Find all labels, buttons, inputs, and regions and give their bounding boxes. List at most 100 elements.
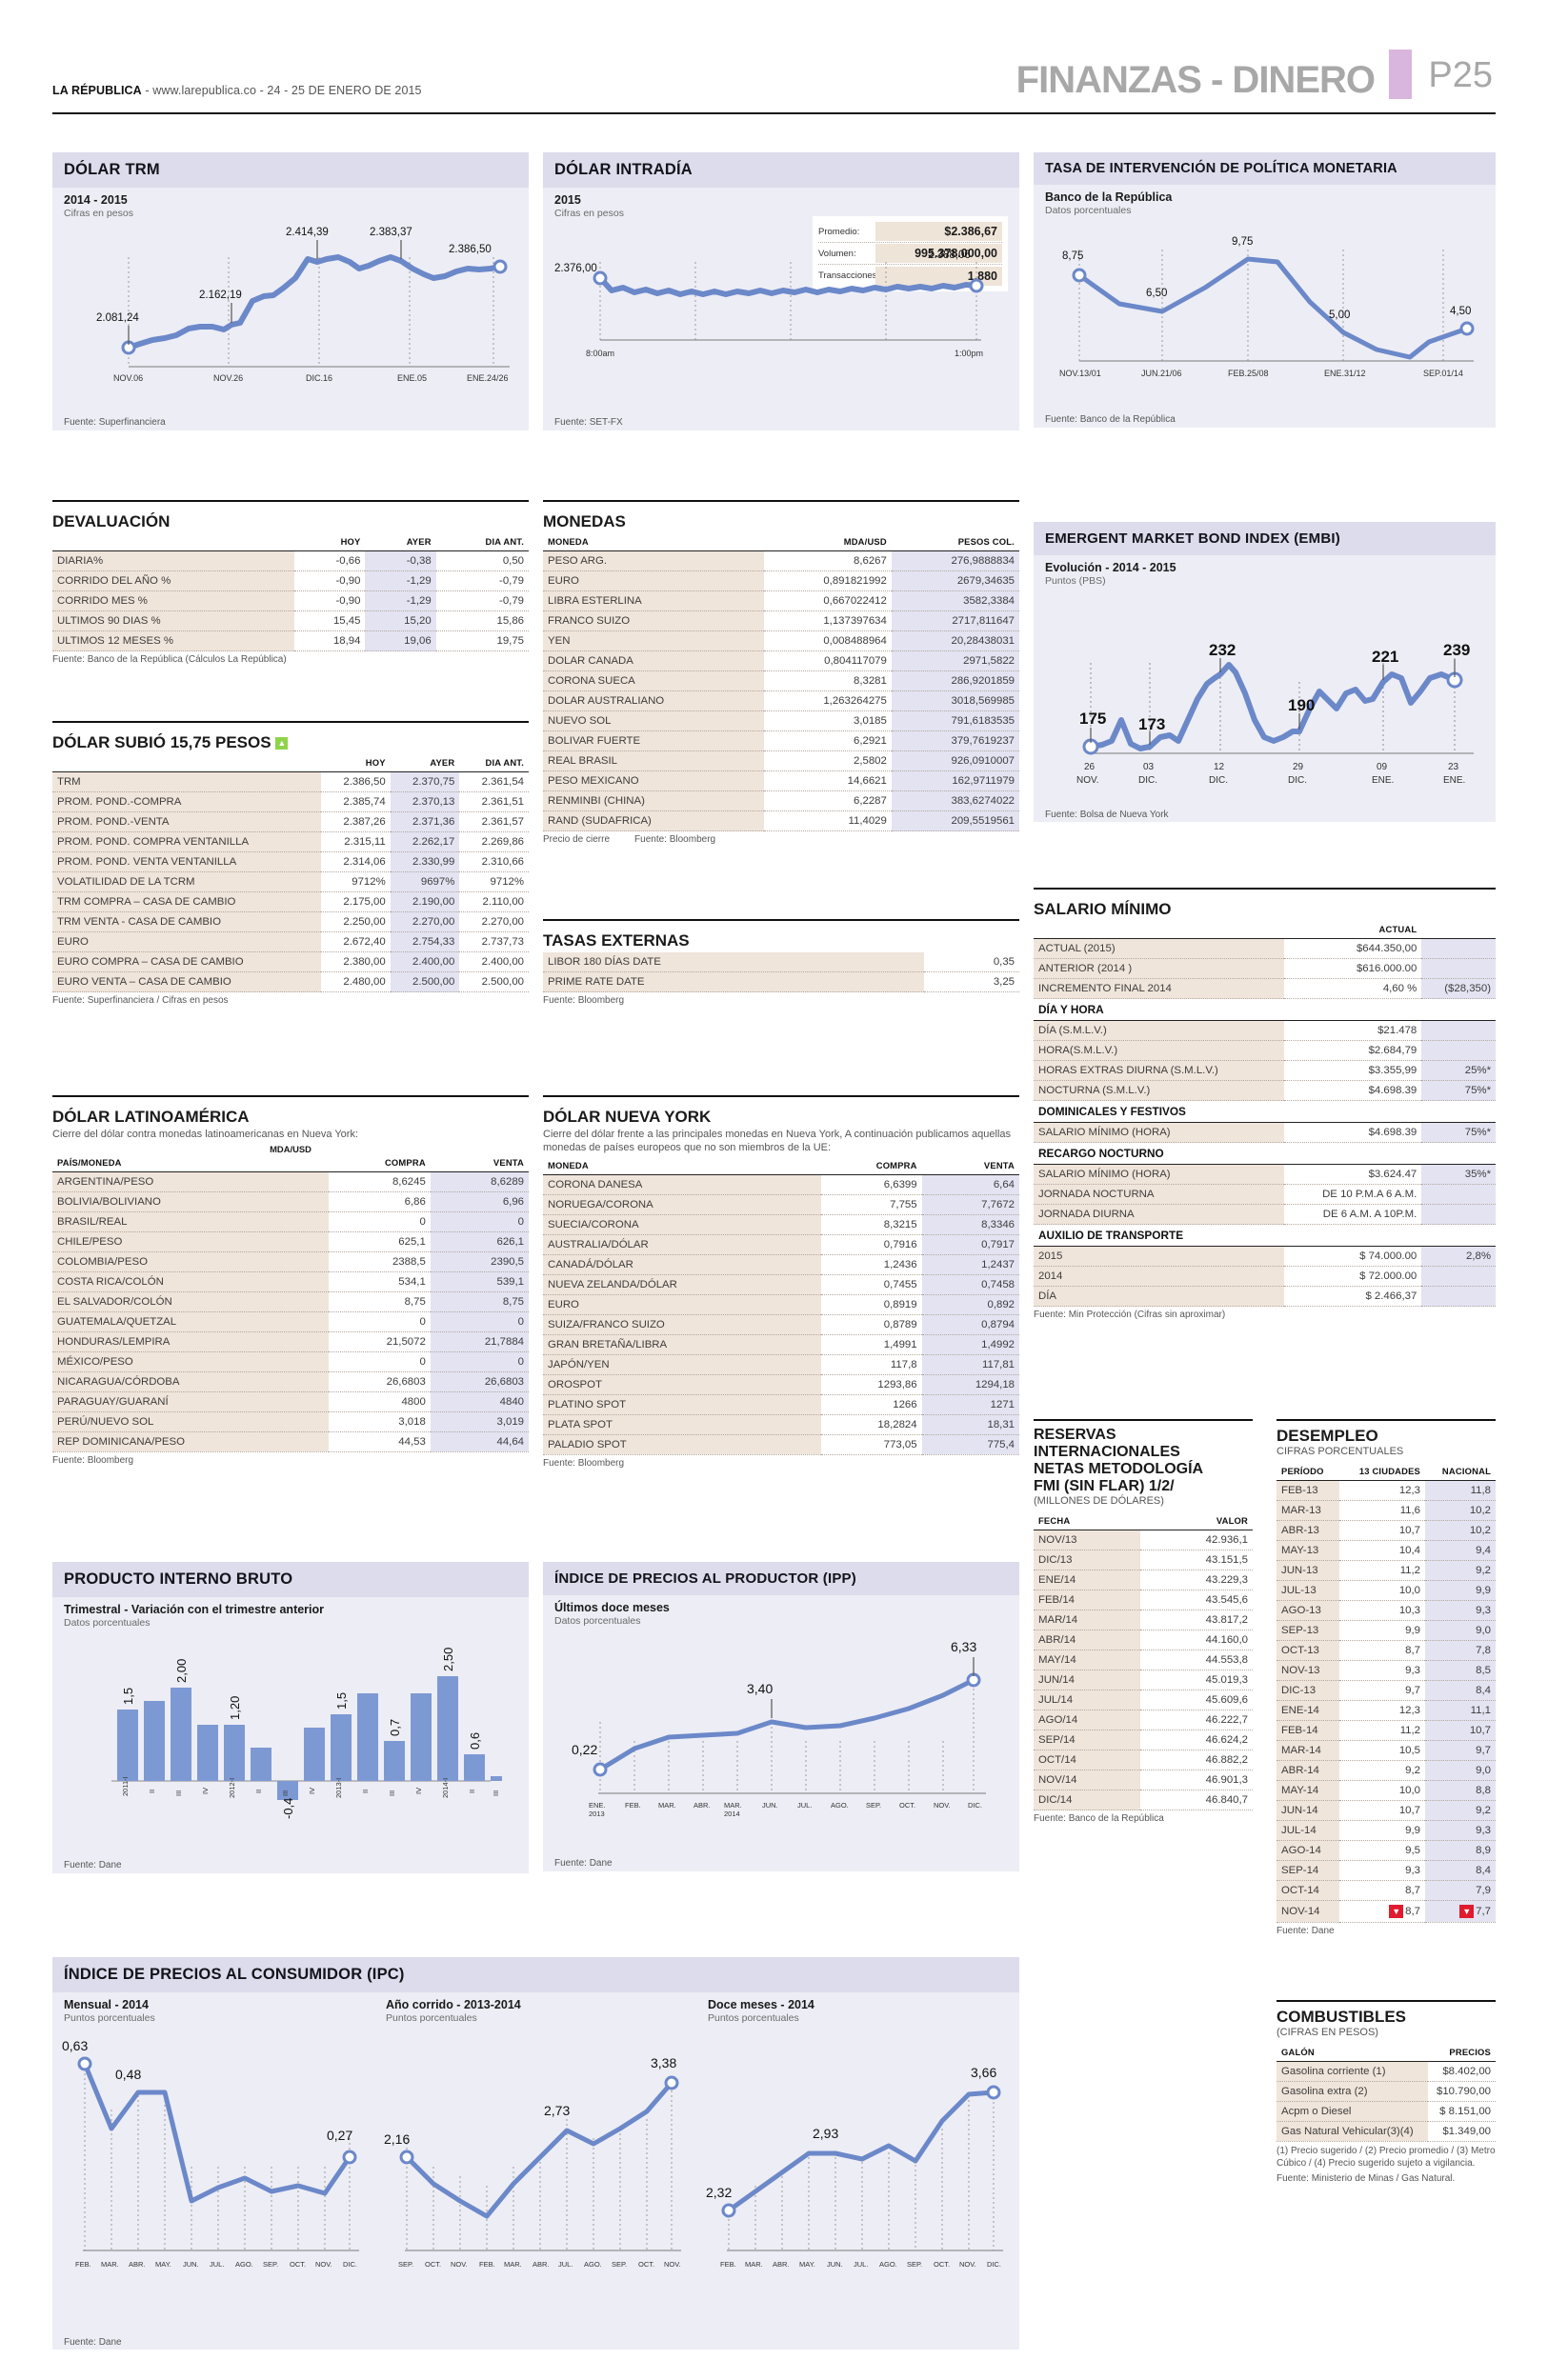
row-label: SALARIO MÍNIMO (HORA) [1034, 1122, 1284, 1143]
table-row: NUEVA ZELANDA/DÓLAR 0,7455 0,7458 [543, 1274, 1019, 1295]
svg-text:173: 173 [1138, 715, 1165, 733]
ipc-anocorrido-title: Año corrido - 2013-2014 [386, 1998, 521, 2011]
dolar-latino-th-2: VENTA [430, 1153, 529, 1172]
row-value: $4.698.39 [1283, 1080, 1422, 1101]
monedas-title: MONEDAS [543, 512, 626, 530]
row-value: 0,50 [435, 550, 529, 571]
row-label: JUL-13 [1277, 1580, 1340, 1601]
svg-text:OCT.: OCT. [934, 2260, 950, 2269]
dolar-ny-th-0: MONEDA [543, 1156, 821, 1175]
row-value: 46.882,2 [1139, 1750, 1253, 1771]
row-value: 0,891821992 [763, 570, 892, 591]
row-label: PLATA SPOT [543, 1414, 821, 1435]
row-value: 2390,5 [430, 1251, 529, 1272]
svg-text:AGO.: AGO. [235, 2260, 253, 2269]
row-label: NUEVA ZELANDA/DÓLAR [543, 1274, 821, 1295]
row-label: NUEVO SOL [543, 710, 764, 731]
row-value: 10,7 [1339, 1800, 1426, 1821]
svg-text:JUL.: JUL. [558, 2260, 573, 2269]
svg-text:2011-I: 2011-I [121, 1776, 130, 1796]
row-value: 8,4 [1425, 1860, 1496, 1881]
row-value: 9,2 [1425, 1560, 1496, 1581]
masthead-rule [52, 112, 1496, 114]
publication-byline: LA RÉPUBLICA - www.larepublica.co - 24 -… [52, 84, 422, 97]
svg-text:DIC.: DIC. [343, 2260, 357, 2269]
row-value: $10.790,00 [1427, 2081, 1496, 2102]
devaluacion-th-0 [52, 533, 295, 551]
table-row: EURO 0,8919 0,892 [543, 1294, 1019, 1315]
table-row: PROM. POND. VENTA VENTANILLA 2.314,06 2.33… [52, 851, 529, 872]
ipc-anocorrido-sub: Año corrido - 2013-2014 Puntos porcentua… [374, 1992, 696, 2350]
salario-th-extra [1421, 921, 1496, 939]
row-value: -0,38 [365, 550, 436, 571]
svg-text:JUN.: JUN. [762, 1801, 778, 1810]
row-note: 35%* [1421, 1164, 1496, 1185]
svg-text:ABR.: ABR. [694, 1801, 711, 1810]
row-value: 4800 [329, 1391, 431, 1412]
svg-text:SEP.: SEP. [612, 2260, 627, 2269]
table-row: DIC/13 43.151,5 [1034, 1550, 1253, 1571]
embi-chart: 175 173 232 190 221 239 26 NOV. 03 DIC. … [1076, 641, 1474, 786]
row-value: 11,4029 [763, 810, 892, 831]
reservas-title: RESERVAS INTERNACIONALES NETAS METODOLOG… [1034, 1427, 1253, 1495]
tasa-intervencion-chart: 8,75 6,50 9,75 5,00 4,50 NOV.13/01 JUN.2… [1059, 236, 1475, 378]
row-value: 6,6399 [820, 1174, 922, 1195]
row-label: ULTIMOS 12 MESES % [52, 630, 295, 651]
intradia-info-box: Promedio: $2.386,67 Volumen: 995.378.000… [813, 216, 1008, 291]
table-row: DIC-13 9,7 8,4 [1277, 1680, 1496, 1701]
row-label: PRIME RATE DATE [543, 971, 925, 992]
reservas-title-line-2: NETAS METODOLOGÍA [1034, 1461, 1204, 1478]
row-value: 117,81 [921, 1354, 1019, 1375]
row-value: 9,3 [1339, 1660, 1426, 1681]
table-row: SUECIA/CORONA 8,3215 8,3346 [543, 1214, 1019, 1235]
row-value: 1,4992 [921, 1334, 1019, 1355]
salario-minimo-source: Fuente: Min Protección (Cifras sin aprox… [1034, 1310, 1226, 1320]
svg-text:3,40: 3,40 [747, 1681, 773, 1696]
row-note [1421, 938, 1496, 959]
row-value: 9,3 [1339, 1860, 1426, 1881]
row-label: Gasolina extra (2) [1277, 2081, 1428, 2102]
row-value: 3,25 [924, 971, 1019, 992]
dolar-intradia-body: 2015 Cifras en pesos Promedio: $2.386,67… [543, 188, 1019, 430]
tasas-externas-table: LIBOR 180 DÍAS DATE 0,35 PRIME RATE DATE 3,… [543, 952, 1019, 992]
row-value: -0,66 [294, 550, 366, 571]
pib-title: PRODUCTO INTERNO BRUTO [52, 1562, 529, 1597]
row-value: 2679,34635 [891, 570, 1019, 591]
row-value: 9697% [390, 871, 460, 892]
row-value: 2.400,00 [390, 951, 460, 972]
row-label: ACTUAL (2015) [1034, 938, 1284, 959]
row-value: 11,6 [1339, 1500, 1426, 1521]
svg-text:ENE.31/12: ENE.31/12 [1324, 369, 1366, 378]
row-value: 2.385,74 [321, 791, 391, 812]
svg-text:29: 29 [1293, 762, 1304, 772]
table-row: ABR/14 44.160,0 [1034, 1630, 1253, 1651]
row-value: 0,8919 [820, 1294, 922, 1315]
svg-text:232: 232 [1209, 641, 1236, 659]
row-value: 2.175,00 [321, 891, 391, 912]
ipc-anocorrido-chart: 2,16 2,73 3,38 SEP. OCT. NOV. FEB. MAR. … [384, 2055, 681, 2269]
row-value: 43.817,2 [1139, 1610, 1253, 1631]
svg-text:SEP.: SEP. [263, 2260, 278, 2269]
svg-text:MAR.: MAR. [504, 2260, 522, 2269]
row-label: DÍA (S.M.L.V.) [1034, 1020, 1284, 1041]
row-label: ULTIMOS 90 DIAS % [52, 610, 295, 631]
table-row: SEP-13 9,9 9,0 [1277, 1620, 1496, 1641]
reservas-source: Fuente: Banco de la República [1034, 1813, 1164, 1825]
svg-text:JUL.: JUL. [210, 2260, 224, 2269]
row-label: 2015 [1034, 1246, 1284, 1267]
row-value: 1266 [820, 1394, 922, 1415]
dolar-latino-table: PAÍS/MONEDA COMPRA VENTA ARGENTINA/PESO 8… [52, 1153, 529, 1452]
row-value: 773,05 [820, 1434, 922, 1455]
table-row: AGO-13 10,3 9,3 [1277, 1600, 1496, 1621]
svg-text:8,75: 8,75 [1062, 250, 1083, 262]
row-value: 8,9 [1425, 1840, 1496, 1861]
dolar-subio-th-2: AYER [390, 754, 460, 772]
svg-text:0,6: 0,6 [468, 1732, 482, 1750]
table-row: PROM. POND.-COMPRA 2.385,74 2.370,13 2.361,… [52, 791, 529, 812]
svg-text:II: II [148, 1790, 156, 1793]
dolar-latino-panel: DÓLAR LATINOAMÉRICA Cierre del dólar con… [52, 1095, 529, 1466]
svg-text:ABR.: ABR. [129, 2260, 146, 2269]
table-row: JORNADA DIURNA DE 6 A.M. A 10P.M. [1034, 1204, 1496, 1225]
row-label: HORAS EXTRAS DIURNA (S.M.L.V.) [1034, 1060, 1284, 1081]
row-value: 0 [430, 1211, 529, 1232]
